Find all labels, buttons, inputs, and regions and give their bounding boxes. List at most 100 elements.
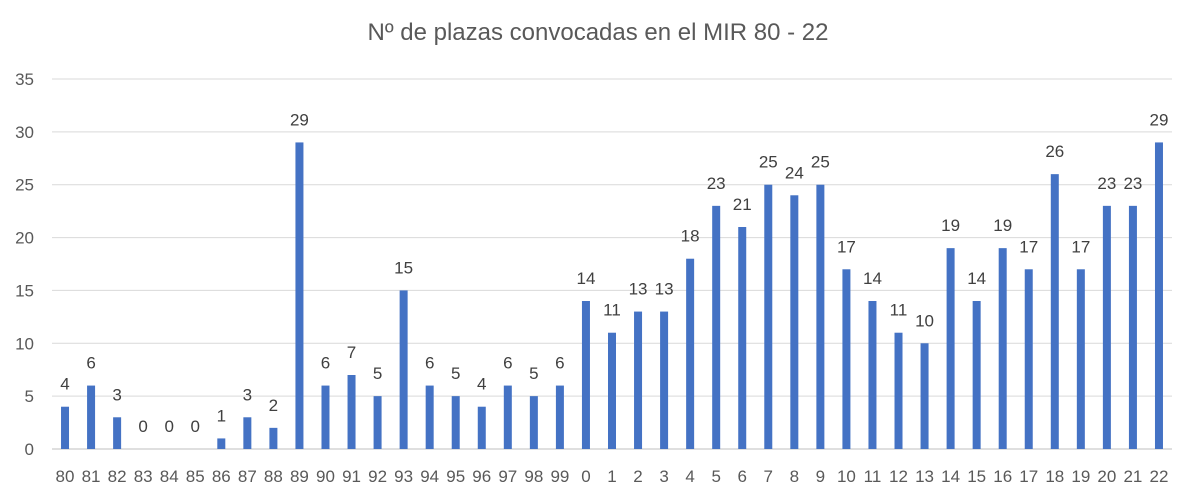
x-tick-label-11: 11: [864, 467, 882, 486]
bar-99: [555, 385, 564, 449]
y-tick-label: 0: [25, 440, 34, 459]
x-tick-label-6: 6: [737, 467, 746, 486]
data-label-7: 25: [759, 153, 778, 172]
data-label-18: 26: [1045, 142, 1064, 161]
x-tick-label-13: 13: [915, 467, 934, 486]
data-label-80: 4: [60, 375, 69, 394]
bar-15: [972, 301, 981, 449]
data-label-95: 5: [451, 364, 460, 383]
x-tick-label-86: 86: [212, 467, 231, 486]
data-label-84: 0: [164, 417, 173, 436]
x-tick-label-85: 85: [186, 467, 205, 486]
bar-19: [1076, 269, 1085, 449]
x-tick-label-87: 87: [238, 467, 257, 486]
bar-20: [1102, 205, 1111, 449]
data-label-5: 23: [707, 174, 726, 193]
data-label-11: 14: [863, 269, 882, 288]
bar-12: [894, 332, 903, 449]
x-tick-label-80: 80: [56, 467, 75, 486]
data-label-92: 5: [373, 364, 382, 383]
x-tick-label-4: 4: [685, 467, 694, 486]
y-tick-label: 15: [15, 281, 34, 300]
bar-14: [946, 248, 955, 449]
bar-89: [295, 142, 304, 449]
x-tick-label-89: 89: [290, 467, 309, 486]
bar-3: [660, 311, 669, 449]
x-tick-label-94: 94: [420, 467, 439, 486]
x-tick-label-21: 21: [1123, 467, 1142, 486]
x-tick-label-0: 0: [581, 467, 590, 486]
data-label-94: 6: [425, 354, 434, 373]
y-tick-label: 20: [15, 229, 34, 248]
data-label-21: 23: [1123, 174, 1142, 193]
data-label-10: 17: [837, 237, 856, 256]
data-label-88: 2: [269, 396, 278, 415]
x-tick-label-14: 14: [941, 467, 960, 486]
data-label-16: 19: [993, 216, 1012, 235]
bar-17: [1024, 269, 1033, 449]
data-label-9: 25: [811, 153, 830, 172]
x-tick-label-84: 84: [160, 467, 179, 486]
x-tick-label-91: 91: [342, 467, 361, 486]
y-tick-label: 10: [15, 334, 34, 353]
bar-90: [321, 385, 330, 449]
x-axis-ticks: 80 81 82 83 84 85 86 87 88 89 90 91 92 93 94 95 96 97 98 99…: [56, 467, 1169, 486]
x-tick-label-88: 88: [264, 467, 283, 486]
data-label-13: 10: [915, 311, 934, 330]
x-tick-label-7: 7: [764, 467, 773, 486]
bar-13: [920, 343, 929, 449]
data-label-83: 0: [138, 417, 147, 436]
y-tick-label: 35: [15, 70, 34, 89]
bar-16: [998, 248, 1007, 449]
x-tick-label-83: 83: [134, 467, 153, 486]
bar-18: [1050, 174, 1059, 449]
bar-91: [347, 375, 356, 449]
x-tick-label-92: 92: [368, 467, 387, 486]
data-label-20: 23: [1097, 174, 1116, 193]
x-tick-label-22: 22: [1150, 467, 1169, 486]
data-label-96: 4: [477, 375, 486, 394]
bar-96: [477, 406, 486, 449]
x-tick-label-17: 17: [1019, 467, 1038, 486]
data-label-81: 6: [86, 354, 95, 373]
x-tick-label-96: 96: [472, 467, 491, 486]
data-label-91: 7: [347, 343, 356, 362]
bar-2: [634, 311, 643, 449]
bar-86: [217, 438, 226, 449]
data-label-97: 6: [503, 354, 512, 373]
x-tick-label-1: 1: [607, 467, 616, 486]
bar-95: [451, 396, 460, 449]
x-tick-label-18: 18: [1045, 467, 1064, 486]
data-label-90: 6: [321, 354, 330, 373]
x-tick-label-9: 9: [816, 467, 825, 486]
bar-11: [868, 301, 877, 449]
x-tick-label-8: 8: [790, 467, 799, 486]
data-label-99: 6: [555, 354, 564, 373]
x-tick-label-97: 97: [498, 467, 517, 486]
data-label-22: 29: [1150, 110, 1169, 129]
y-tick-label: 5: [25, 387, 34, 406]
x-tick-label-19: 19: [1071, 467, 1090, 486]
bar-0: [581, 301, 590, 449]
data-label-19: 17: [1071, 237, 1090, 256]
x-tick-label-93: 93: [394, 467, 413, 486]
bar-87: [243, 417, 252, 449]
bar-4: [686, 258, 695, 449]
data-label-4: 18: [681, 227, 700, 246]
x-tick-label-20: 20: [1097, 467, 1116, 486]
x-tick-label-82: 82: [108, 467, 127, 486]
data-label-86: 1: [217, 406, 226, 425]
bar-97: [503, 385, 512, 449]
bar-8: [790, 195, 799, 449]
bar-80: [61, 406, 70, 449]
data-label-93: 15: [394, 258, 413, 277]
x-tick-label-95: 95: [446, 467, 465, 486]
data-label-89: 29: [290, 110, 309, 129]
x-tick-label-10: 10: [837, 467, 856, 486]
x-tick-label-98: 98: [524, 467, 543, 486]
bar-21: [1128, 205, 1137, 449]
data-label-0: 14: [576, 269, 595, 288]
